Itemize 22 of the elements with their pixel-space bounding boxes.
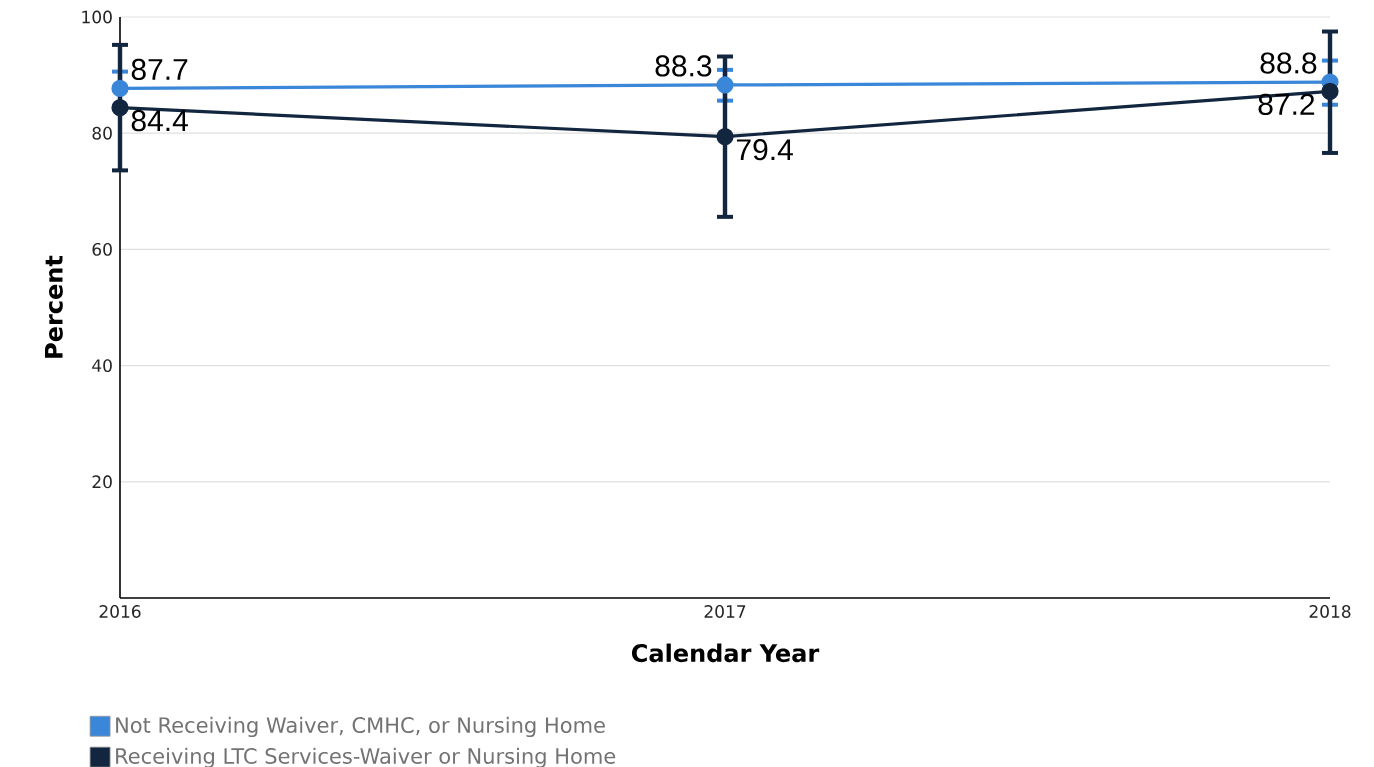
y-tick-label: 20	[92, 475, 112, 489]
x-tick-label: 2018	[1309, 605, 1351, 618]
data-label: 88.8	[1260, 52, 1317, 74]
x-tick-label: 2017	[704, 605, 746, 618]
data-label: 87.7	[131, 58, 188, 81]
data-label: 79.4	[736, 139, 793, 161]
point	[111, 99, 129, 117]
point	[111, 79, 129, 98]
data-label: 88.3	[655, 55, 712, 77]
data-label: 84.4	[131, 110, 188, 132]
y-tick-label: 60	[92, 242, 112, 256]
y-tick-label: 40	[92, 359, 112, 373]
y-tick-label: 80	[92, 126, 112, 140]
legend-label: Not Receiving Waiver, CMHC, or Nursing Home	[116, 716, 605, 738]
y-tick-label: 100	[82, 10, 112, 24]
y-axis-title: Percent	[44, 255, 63, 358]
data-label: 87.2	[1258, 93, 1315, 115]
point	[716, 128, 734, 146]
x-axis-title: Calendar Year	[631, 643, 820, 663]
x-tick-label: 2016	[99, 605, 141, 618]
point	[716, 76, 734, 94]
point	[1321, 82, 1339, 100]
